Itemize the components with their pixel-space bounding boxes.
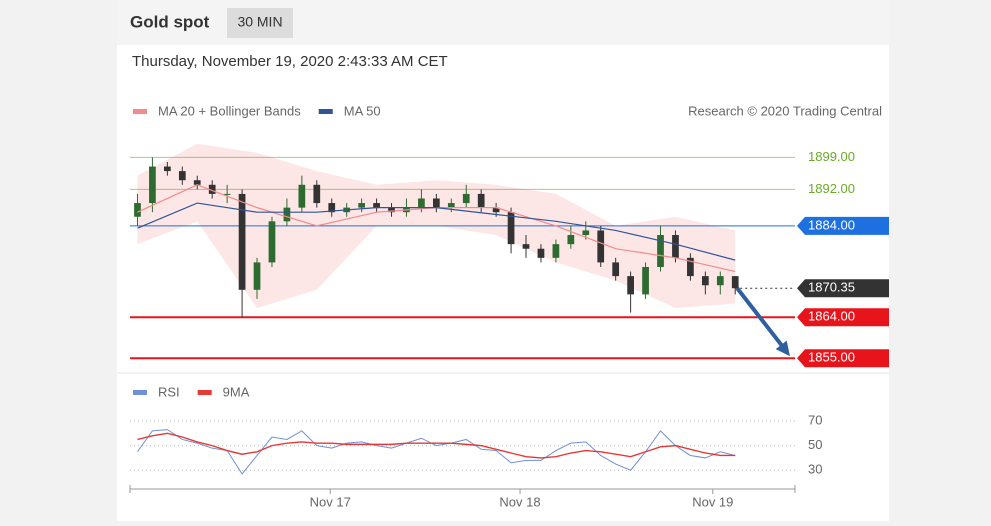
legend-label: MA 50 (344, 103, 381, 118)
level-label: 1855.00 (808, 350, 855, 365)
candle-body (268, 221, 276, 263)
candle-body (298, 184, 306, 208)
candle-body (716, 276, 724, 286)
candle-body (612, 262, 620, 277)
candle-body (462, 193, 470, 204)
candle-body (477, 193, 485, 208)
candle-body (731, 276, 739, 289)
candle-body (642, 266, 649, 295)
ma-line (137, 202, 736, 261)
y-tick-label: 30 (808, 462, 822, 477)
timeframe: 30 MIN (237, 14, 282, 30)
candle-body (223, 193, 231, 195)
candle-body (537, 248, 545, 258)
level-label: 1892.00 (808, 181, 855, 196)
level-label: 1864.00 (808, 309, 855, 324)
legend-swatch (197, 390, 212, 395)
candle-body (238, 193, 246, 290)
x-tick-label: Nov 17 (310, 494, 351, 509)
candle-body (567, 235, 575, 245)
candle-body (552, 244, 560, 258)
candle-body (432, 198, 440, 208)
level-label: 1884.00 (808, 217, 855, 232)
level-badge (797, 216, 889, 235)
level-badge (797, 279, 889, 298)
legend-swatch (318, 109, 333, 114)
candle-body (507, 212, 515, 245)
candle-body (687, 257, 694, 277)
candle-body (313, 184, 321, 204)
legend-label: MA 20 + Bollinger Bands (158, 103, 301, 118)
legend-label: 9MA (223, 384, 250, 399)
candle-body (672, 235, 679, 258)
rsi-line (137, 432, 736, 459)
candle-body (373, 203, 380, 208)
rsi-line (137, 429, 736, 475)
candle-body (657, 235, 664, 267)
candle-body (328, 203, 336, 213)
candle-body (283, 207, 291, 222)
candle-body (208, 184, 216, 194)
chart-title: Gold spot (130, 12, 210, 31)
level-badge (797, 308, 889, 327)
x-tick-label: Nov 18 (499, 494, 540, 509)
source: Research © 2020 Trading Central (688, 103, 882, 118)
timestamp: Thursday, November 19, 2020 2:43:33 AM C… (132, 53, 448, 70)
candle-body (388, 207, 395, 213)
candle-body (253, 262, 261, 290)
candle-body (492, 207, 500, 213)
level-label: 1870.35 (808, 280, 855, 295)
legend-label: RSI (158, 384, 180, 399)
x-tick-label: Nov 19 (692, 494, 733, 509)
candle-body (178, 171, 186, 181)
candle-body (522, 244, 530, 249)
candle-body (582, 230, 590, 236)
level-label: 1899.00 (808, 149, 855, 164)
level-badge (797, 349, 889, 368)
candle-body (418, 198, 425, 208)
legend-swatch (133, 109, 147, 114)
candle-body (701, 276, 709, 286)
forecast-arrow (735, 286, 786, 350)
candle-body (163, 166, 171, 172)
candle-body (149, 166, 156, 204)
candle-body (193, 180, 201, 185)
legend-swatch (133, 390, 147, 395)
y-tick-label: 70 (808, 412, 822, 427)
y-tick-label: 50 (808, 437, 822, 452)
timeframe-box (227, 8, 293, 38)
candle-body (627, 276, 634, 295)
candle-body (447, 203, 455, 208)
candle-body (358, 203, 365, 208)
candle-body (134, 203, 141, 217)
candle-body (597, 230, 605, 263)
forecast-arrowhead (775, 340, 790, 357)
